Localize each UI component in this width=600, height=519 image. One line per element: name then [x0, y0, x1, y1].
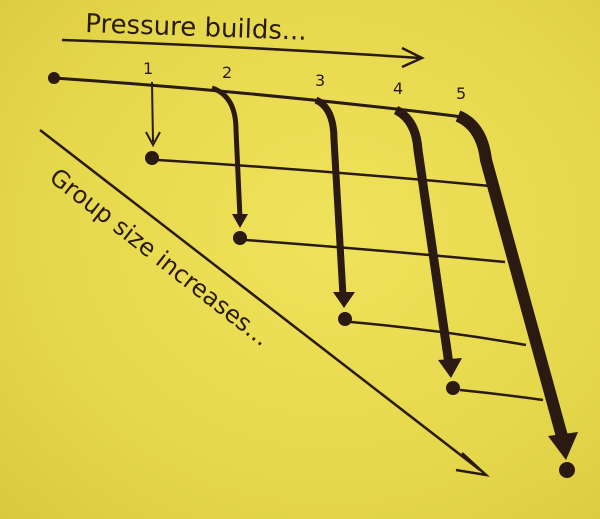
- column-label-3: 3: [315, 71, 325, 90]
- branch-3-arrowhead: [333, 292, 355, 308]
- branch-1: [151, 81, 154, 143]
- row-line-3: [350, 320, 527, 347]
- row-line-2: [245, 238, 506, 264]
- group-size-arrow: [39, 129, 481, 471]
- branch-3: [314, 96, 347, 297]
- branch-4: [393, 105, 454, 365]
- column-label-1: 1: [143, 59, 153, 78]
- column-label-4: 4: [393, 79, 403, 98]
- node-5: [559, 462, 575, 478]
- row-line-4: [459, 388, 544, 402]
- branch-5: [455, 110, 569, 442]
- pressure-arrowhead: [401, 46, 425, 69]
- node-3: [338, 312, 352, 326]
- branch-2: [211, 85, 243, 219]
- branch-5-arrowhead: [548, 432, 578, 460]
- column-label-2: 2: [222, 63, 232, 82]
- branch-1-arrowhead: [145, 131, 161, 148]
- row-line-1: [157, 158, 491, 188]
- group-size-arrowhead: [455, 452, 490, 477]
- node-4: [446, 381, 460, 395]
- node-2: [233, 231, 247, 245]
- node-1: [145, 151, 159, 165]
- column-label-5: 5: [456, 84, 466, 103]
- pressure-arrow: [61, 38, 421, 60]
- branch-4-arrowhead: [438, 358, 462, 378]
- branch-2-arrowhead: [232, 214, 248, 228]
